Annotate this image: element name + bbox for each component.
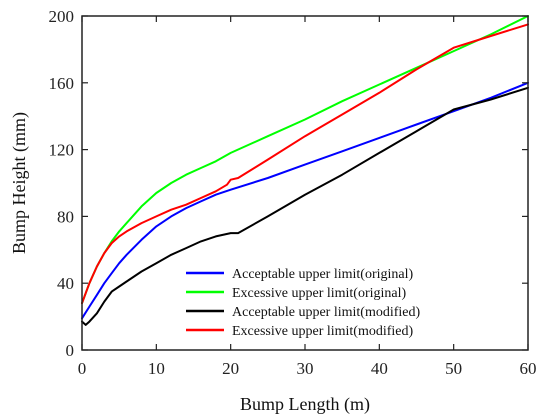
y-tick-label: 200 — [49, 7, 75, 26]
legend-label-4: Excessive upper limit(modified) — [232, 324, 414, 339]
y-tick-label: 40 — [57, 274, 74, 293]
legend-label-2: Excessive upper limit(original) — [232, 286, 407, 301]
x-axis-ticks: 0 10 20 30 40 50 60 — [78, 16, 537, 378]
legend: Acceptable upper limit(original) Excessiv… — [186, 267, 420, 339]
series-line-4 — [81, 23, 529, 305]
x-tick-label: 60 — [520, 359, 537, 378]
y-tick-label: 0 — [66, 341, 75, 360]
x-tick-label: 30 — [297, 359, 314, 378]
legend-label-1: Acceptable upper limit(original) — [232, 267, 413, 282]
x-tick-label: 10 — [148, 359, 165, 378]
series-layer — [81, 15, 529, 326]
x-tick-label: 20 — [222, 359, 239, 378]
series-line-2 — [81, 15, 529, 305]
y-tick-label: 80 — [57, 207, 74, 226]
legend-label-3: Acceptable upper limit(modified) — [232, 305, 420, 320]
y-tick-label: 160 — [49, 74, 75, 93]
x-tick-label: 40 — [371, 359, 388, 378]
series-line-1 — [81, 81, 529, 320]
series-line-3 — [81, 86, 529, 326]
x-tick-label: 0 — [78, 359, 87, 378]
y-tick-label: 120 — [49, 141, 75, 160]
x-axis-title: Bump Length (m) — [240, 394, 370, 415]
x-tick-label: 50 — [445, 359, 462, 378]
y-axis-ticks: 0 40 80 120 160 200 — [49, 7, 528, 360]
y-axis-title: Bump Height (mm) — [9, 112, 30, 254]
